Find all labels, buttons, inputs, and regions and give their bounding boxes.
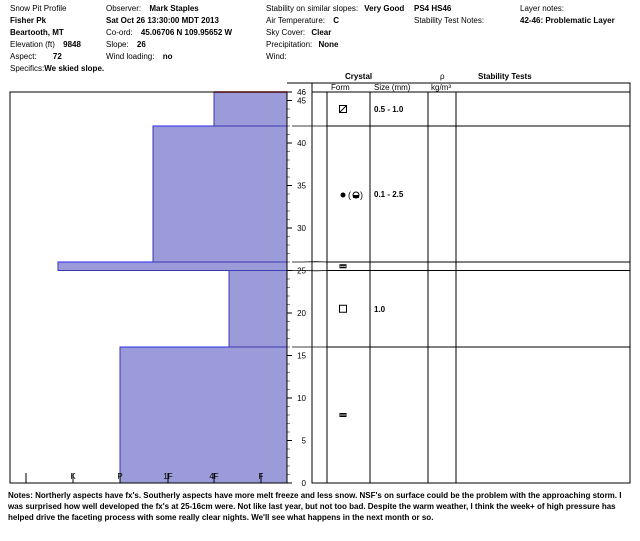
depth-tick-label: 15	[297, 352, 306, 361]
specifics-row: Specifics:We skied slope.	[10, 64, 104, 73]
hardness-layer-bar	[213, 91, 288, 127]
aspect-value: 72	[52, 52, 62, 61]
svg-text:): )	[360, 190, 363, 200]
depth-tick-label: 30	[297, 224, 306, 233]
depth-tick-label: 5	[302, 437, 307, 446]
notes-label: Notes:	[8, 491, 33, 500]
layer-notes-label: Layer notes:	[520, 4, 565, 13]
crystal-heading: Crystal	[345, 72, 373, 81]
observer-row: Observer: Mark Staples	[106, 4, 199, 13]
hardness-tick-label: 4F	[209, 472, 218, 481]
elevation-value: 9848	[63, 40, 81, 49]
precip-row: Precipitation: None	[266, 40, 338, 49]
location: Fisher Pk	[10, 16, 47, 25]
stability-value: Very Good	[364, 4, 405, 13]
hardness-tick-label: P	[117, 472, 122, 481]
sky-value: Clear	[311, 28, 332, 37]
crystal-form-crust-icon	[339, 264, 347, 269]
air-temp-value: C	[333, 16, 340, 25]
hardness-ticks: I K P 1F 4F F	[25, 472, 264, 483]
region: Beartooth, MT	[10, 28, 64, 37]
form-heading: Form	[331, 83, 350, 92]
precip-label: Precipitation:	[266, 40, 313, 49]
hardness-tick-label: 1F	[163, 472, 172, 481]
observer-label: Observer:	[106, 4, 142, 13]
coord-label: Co-ord:	[106, 28, 133, 37]
wind-loading-value: no	[162, 52, 173, 61]
crystal-size-label: 1.0	[374, 305, 386, 314]
precip-value: None	[318, 40, 339, 49]
slope-value: 26	[136, 40, 146, 49]
stability-label: Stability on similar slopes:	[266, 4, 359, 13]
hardness-layer-bar	[228, 270, 288, 348]
elevation-label: Elevation (ft)	[10, 40, 55, 49]
depth-tick-label: 46	[297, 88, 306, 97]
crystal-size-label: 0.1 - 2.5	[374, 190, 404, 199]
depth-tick-label: 20	[297, 309, 306, 318]
wind-loading-row: Wind loading: no	[106, 52, 173, 61]
rho-heading: ρ	[440, 72, 445, 81]
wind-label: Wind:	[266, 52, 287, 61]
depth-tick-label: 0	[302, 479, 307, 488]
hardness-tick-label: I	[25, 472, 27, 481]
profile-title: Snow Pit Profile	[10, 4, 67, 13]
hardness-layer-bar	[119, 346, 288, 484]
crystal-form-faceted-rounded-icon	[339, 105, 347, 113]
crystal-size-label: 0.5 - 1.0	[374, 105, 404, 114]
stability-row: Stability on similar slopes: Very Good	[266, 4, 404, 13]
crystal-table-frame	[311, 82, 631, 484]
coord-row: Co-ord: 45.06706 N 109.95652 W	[106, 28, 232, 37]
depth-tick-label: 25	[297, 267, 306, 276]
stability-tests-heading: Stability Tests	[478, 72, 532, 81]
notes: Notes: Northerly aspects have fx's. Sout…	[8, 490, 630, 523]
depth-tick-label: 10	[297, 394, 306, 403]
depth-tick-label: 40	[297, 139, 306, 148]
sky-label: Sky Cover:	[266, 28, 306, 37]
observation-datetime: Sat Oct 26 13:30:00 MDT 2013	[106, 16, 219, 25]
notes-text: Northerly aspects have fx's. Southerly a…	[8, 491, 622, 522]
rho-unit: kg/m³	[431, 83, 451, 92]
air-temp-label: Air Temperature:	[266, 16, 325, 25]
hardness-tick-label: K	[70, 472, 76, 481]
chart-frame	[9, 82, 631, 484]
slope-label: Slope:	[106, 40, 129, 49]
crystal-form-crust-icon	[339, 413, 347, 417]
size-heading: Size (mm)	[374, 83, 411, 92]
coord-value: 45.06706 N 109.95652 W	[140, 28, 233, 37]
wind-loading-label: Wind loading:	[106, 52, 155, 61]
specifics-label: Specifics:	[10, 64, 45, 73]
crystal-layers: 0.5 - 1.0 () 0.1 - 2.5 1.0	[292, 105, 630, 417]
air-temp-row: Air Temperature: C	[266, 16, 339, 25]
test-code: PS4 HS46	[414, 4, 452, 13]
slope-row: Slope: 26	[106, 40, 146, 49]
stability-test-notes-label: Stability Test Notes:	[414, 16, 485, 25]
crystal-form-faceted-icon	[339, 304, 347, 313]
specifics-value: We skied slope.	[44, 64, 105, 73]
hardness-layer-bar	[57, 261, 288, 271]
hardness-tick-label: F	[259, 472, 264, 481]
depth-tick-label: 35	[297, 182, 306, 191]
layer-note: 42-46: Problematic Layer	[520, 16, 615, 25]
observer-value: Mark Staples	[149, 4, 199, 13]
elevation-row: Elevation (ft) 9848	[10, 40, 81, 49]
hardness-layer-bar	[152, 125, 288, 263]
aspect-row: Aspect: 72	[10, 52, 62, 61]
svg-text:(: (	[348, 190, 351, 200]
sky-row: Sky Cover: Clear	[266, 28, 331, 37]
hardness-layers	[57, 91, 288, 484]
crystal-form-rounded-faceted-icon: ()	[340, 190, 363, 200]
depth-tick-label: 45	[297, 97, 306, 106]
aspect-label: Aspect:	[10, 52, 37, 61]
